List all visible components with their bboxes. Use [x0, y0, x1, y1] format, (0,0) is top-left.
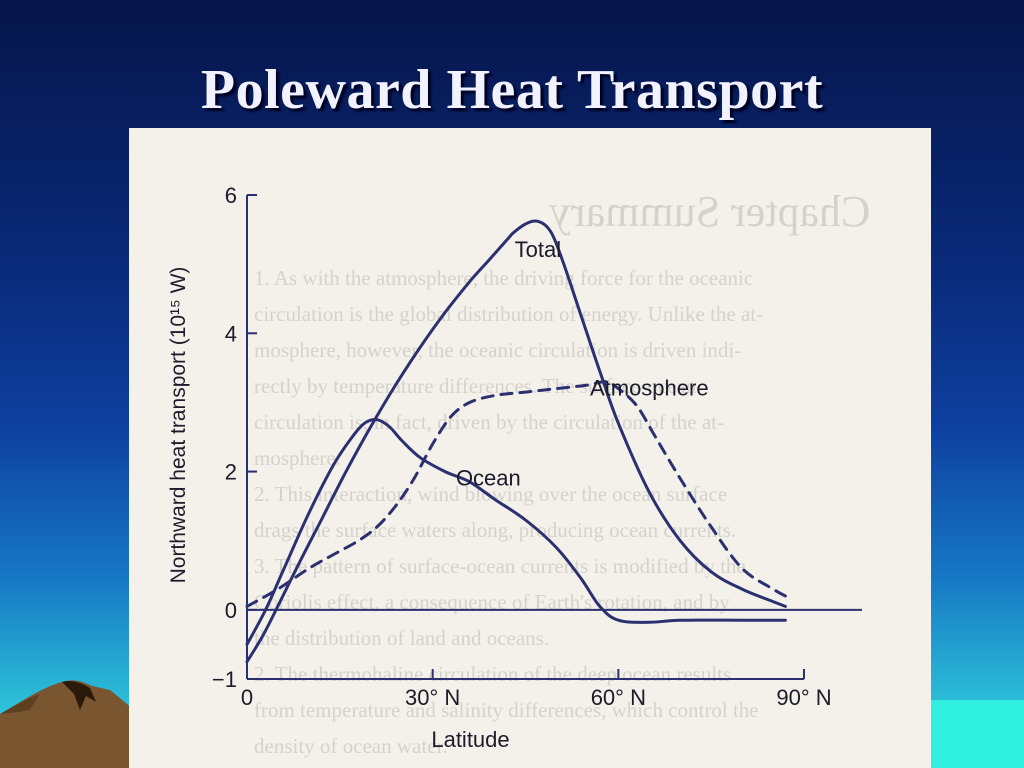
y-tick-label: −1	[212, 667, 237, 692]
background-line: circulation is, in fact, driven by the c…	[254, 410, 724, 434]
background-line: 2. The thermohaline circulation of the d…	[254, 662, 732, 686]
background-line: mosphere.	[254, 446, 341, 470]
series-label-ocean: Ocean	[456, 465, 521, 490]
series-label-total: Total	[515, 237, 561, 262]
background-line: density of ocean water.	[254, 734, 448, 758]
desert-hill-decoration	[0, 680, 140, 768]
cyan-corner-decoration	[931, 700, 1024, 768]
y-tick-label: 4	[225, 321, 237, 346]
background-line: the distribution of land and oceans.	[254, 626, 550, 650]
figure-panel: Chapter Summary 1. As with the atmosphere…	[129, 128, 931, 768]
background-line: 1. As with the atmosphere, the driving f…	[254, 266, 754, 290]
series-atmosphere-line	[245, 380, 787, 608]
background-line: from temperature and salinity difference…	[254, 698, 759, 722]
background-line: circulation is the global distribution o…	[254, 302, 764, 326]
background-line: drags the surface waters along, producin…	[254, 518, 737, 542]
series-ocean-line	[245, 418, 787, 646]
x-tick-label: 0	[241, 685, 253, 710]
x-tick-label: 90° N	[776, 685, 831, 710]
x-axis-label: Latitude	[431, 727, 509, 752]
y-axis-label: Northward heat transport (10¹⁵ W)	[167, 267, 190, 584]
y-tick-label: 0	[225, 598, 237, 623]
slide-title: Poleward Heat Transport	[200, 59, 824, 121]
x-tick-label: 30° N	[405, 685, 460, 710]
series-label-atmosphere: Atmosphere	[590, 376, 709, 401]
series-total-line	[245, 219, 787, 664]
background-line: rectly by temperature differences. The s…	[254, 374, 697, 398]
background-line: 3. The pattern of surface-ocean currents…	[254, 554, 746, 578]
x-tick-label: 60° N	[591, 685, 646, 710]
y-tick-label: 2	[225, 460, 237, 485]
y-tick-label: 6	[225, 183, 237, 208]
background-line: mosphere, however, the oceanic circulati…	[254, 338, 742, 362]
